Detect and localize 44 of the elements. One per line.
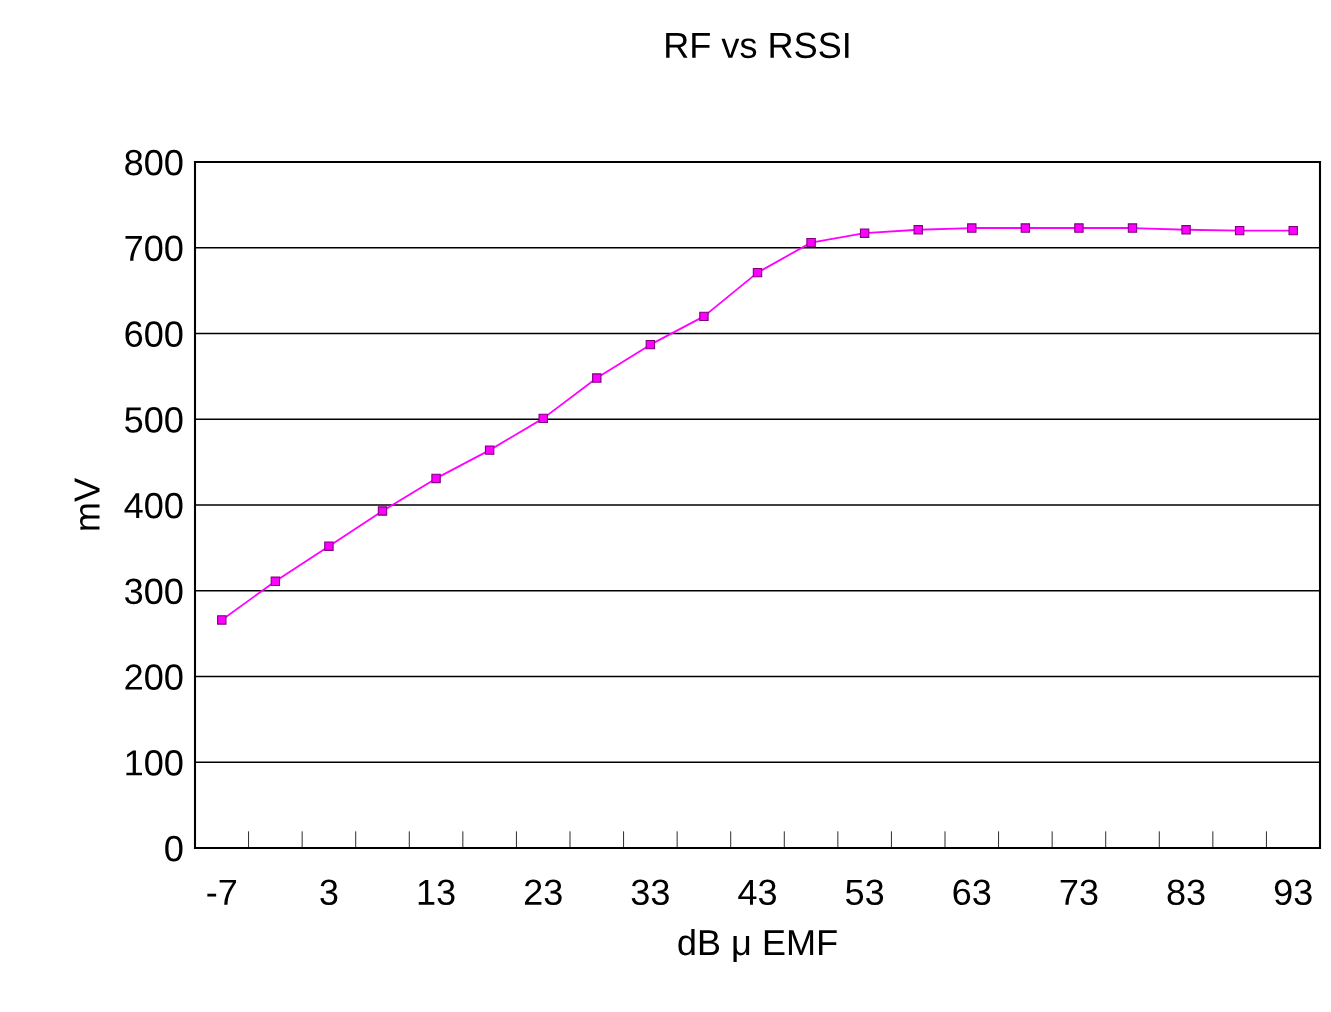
point (645, 339, 656, 350)
y-tick-label: 400 (124, 492, 183, 519)
y-tick-label: 0 (165, 835, 183, 862)
point (377, 506, 388, 516)
point (592, 373, 602, 383)
x-tick-label: 83 (1167, 879, 1205, 906)
point (538, 413, 548, 424)
point (1181, 225, 1191, 235)
x-axis-title: dB μ EMF (678, 928, 837, 962)
point (913, 225, 923, 235)
x-tick-label: 43 (738, 879, 776, 906)
point (1288, 225, 1298, 236)
point (484, 445, 495, 455)
point (859, 228, 870, 238)
y-tick-label: 700 (125, 235, 183, 262)
x-tick-label: 33 (631, 879, 669, 906)
point (806, 237, 816, 248)
point (270, 576, 281, 587)
y-tick-label: 600 (125, 321, 183, 347)
point (967, 223, 977, 233)
point (217, 615, 227, 625)
x-tick-label: 23 (524, 879, 562, 906)
point (1020, 223, 1031, 233)
point (1234, 225, 1245, 236)
y-tick-label: 800 (125, 149, 183, 176)
y-tick-label: 100 (126, 750, 183, 776)
x-tick-label: -7 (207, 879, 237, 905)
point (699, 311, 709, 322)
x-tick-label: 73 (1060, 879, 1098, 906)
point (752, 267, 763, 278)
point (1127, 223, 1138, 233)
chart-title: RF vs RSSI (666, 32, 849, 59)
y-tick-label: 300 (125, 578, 183, 605)
y-axis-title: mV (74, 478, 100, 530)
point (1074, 223, 1084, 233)
point (431, 473, 441, 484)
x-tick-label: 13 (418, 879, 455, 906)
y-tick-label: 500 (125, 407, 183, 433)
x-tick-label: 53 (846, 879, 884, 906)
x-tick-label: 93 (1274, 879, 1312, 906)
point (324, 541, 334, 551)
x-tick-label: 63 (953, 879, 991, 906)
x-tick-label: 3 (320, 879, 338, 906)
y-tick-label: 200 (125, 664, 183, 690)
